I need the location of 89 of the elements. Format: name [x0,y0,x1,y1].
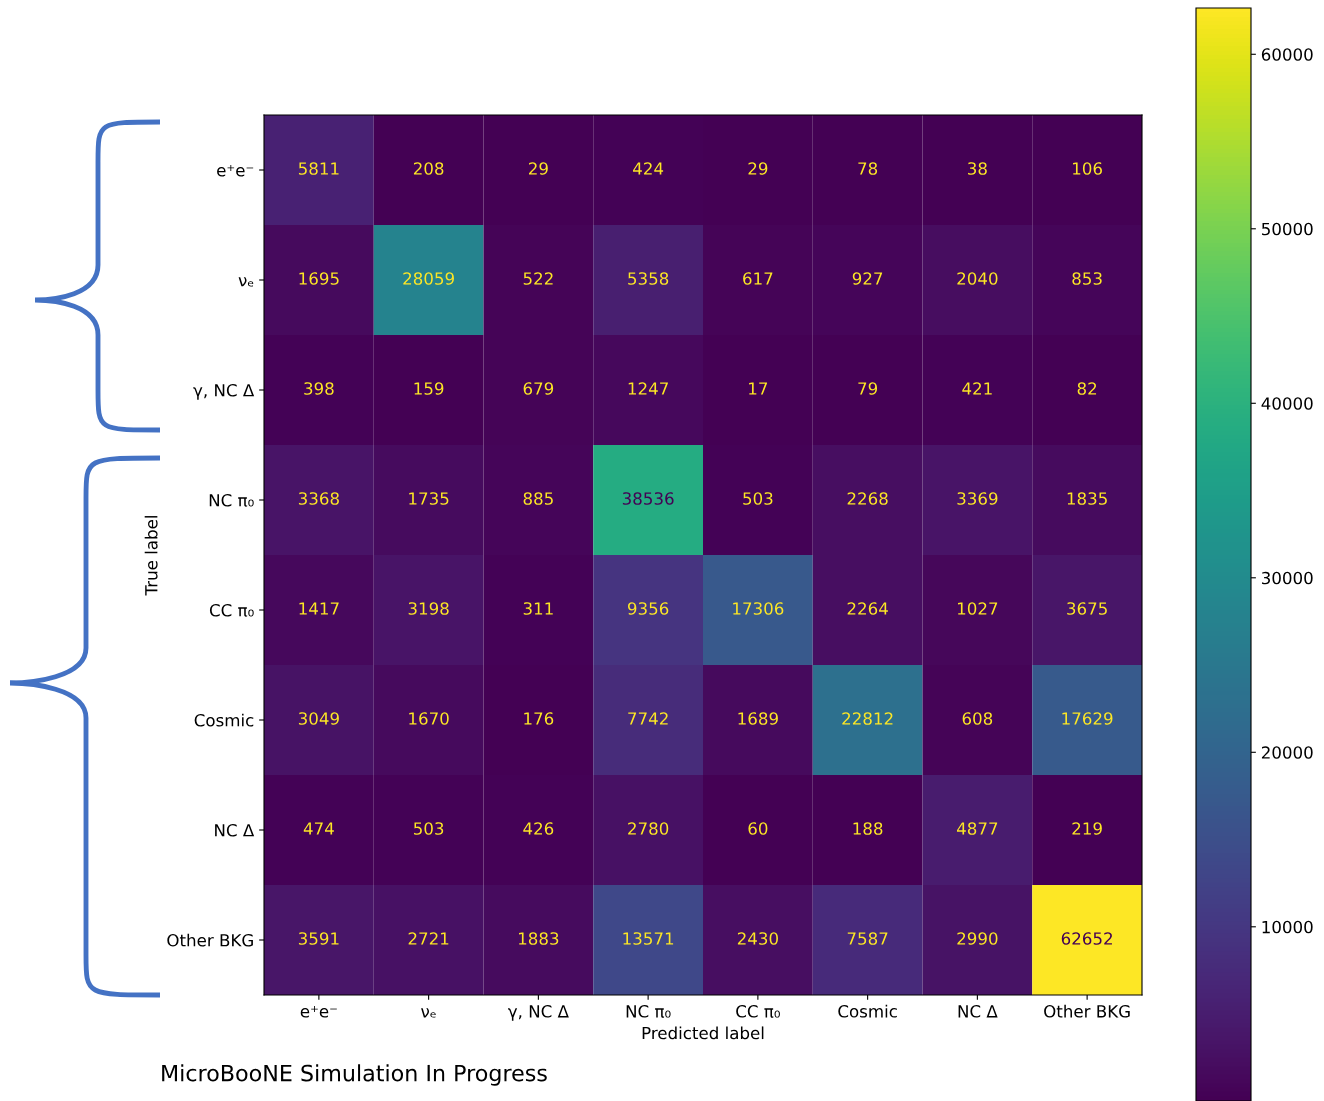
data-label: 885 [523,492,553,505]
data-label: 2721 [408,932,449,945]
y-axis-title: True label [144,516,158,596]
data-label: 1670 [409,712,449,725]
y-tick-label: NC π₀ [209,493,254,507]
data-label: 188 [853,822,883,835]
data-label: 522 [523,272,553,285]
data-label: 3049 [298,712,339,725]
data-label: 28059 [403,272,454,285]
data-label: 176 [524,712,554,725]
x-tick-label: NC Δ [958,1005,998,1018]
data-label: 62652 [1061,932,1112,945]
data-label: 106 [1073,162,1102,175]
data-label: 1883 [519,932,559,945]
data-label: 3675 [1067,602,1107,615]
data-label: 159 [414,382,444,395]
data-label: 2430 [737,932,778,945]
data-label: 426 [523,822,554,835]
x-tick-label: Other BKG [1044,1004,1130,1018]
data-label: 208 [413,162,444,175]
data-label: 29 [748,162,768,175]
data-label: 2040 [957,272,998,285]
y-tick-label: CC π₀ [209,603,254,617]
data-label: 424 [633,162,664,175]
x-tick-label: NC π₀ [626,1005,671,1018]
data-label: 38 [968,162,987,175]
data-label: 853 [1072,272,1102,285]
data-label: 5811 [298,162,339,175]
data-label: 2990 [957,932,998,945]
x-tick-label: e⁺e⁻ [300,1006,337,1018]
data-label: 17306 [733,602,784,615]
data-label: 2268 [847,492,888,505]
data-label: 5358 [628,272,669,285]
x-axis-title: Predicted label [642,1026,764,1040]
data-label: 22812 [842,712,893,725]
color-bar-label: 50000 [1262,222,1313,236]
color-bar-label: 20000 [1261,746,1313,759]
data-label: 13571 [623,932,674,945]
data-label: 421 [962,382,992,395]
data-label: 3368 [298,492,339,505]
y-tick-label: νₑ [238,277,254,287]
color-bar-label: 40000 [1261,397,1313,410]
data-label: 3591 [298,932,339,945]
data-label: 9356 [627,602,669,615]
data-label: 1417 [299,602,339,615]
data-label: 474 [303,822,334,835]
data-label: 1835 [1067,492,1107,505]
data-label: 17 [749,382,768,395]
data-label: 3369 [957,492,998,505]
y-tick-label: Cosmic [194,713,254,727]
x-tick-label: Cosmic [838,1004,897,1018]
x-tick-label: CC π₀ [736,1005,780,1018]
data-label: 679 [523,382,554,395]
data-label: 398 [304,382,334,395]
y-tick-label: γ, NC Δ [193,383,255,400]
data-label: 82 [1077,382,1097,395]
data-label: 2780 [628,822,669,835]
data-label: 3198 [408,602,449,615]
data-label: 1735 [409,492,449,505]
data-label: 1695 [299,272,339,285]
color-bar-label: 30000 [1261,571,1313,585]
data-label: 29 [528,162,548,175]
data-label: 927 [852,272,883,285]
data-label: 79 [858,382,878,395]
color-bar-label: 60000 [1261,48,1313,61]
data-label: 78 [858,162,878,175]
data-label: 7587 [847,932,888,945]
x-tick-label: νₑ [421,1008,436,1018]
data-label: 503 [743,492,773,505]
data-label: 7742 [628,712,668,725]
data-label: 617 [743,272,773,285]
data-label: 38536 [622,492,674,505]
data-label: 1689 [738,712,778,725]
y-tick-label: e⁺e⁻ [217,165,254,177]
y-tick-label: Other BKG [167,933,253,947]
data-label: 60 [748,822,768,835]
text: MicroBooNE Simulation In Progress [162,1064,547,1086]
y-tick-label: NC Δ [215,823,255,837]
data-label: 608 [962,712,993,725]
data-label: 503 [414,822,444,835]
color-bar-label: 10000 [1262,920,1313,934]
x-tick-label: γ, NC Δ [508,1005,569,1021]
data-label: 17629 [1062,712,1113,725]
data-label: 4877 [956,822,998,835]
data-label: 1247 [628,382,668,395]
data-label: 311 [523,602,553,615]
data-label: 219 [1072,822,1102,835]
data-label: 1027 [958,602,998,615]
data-label: 2264 [847,602,888,615]
